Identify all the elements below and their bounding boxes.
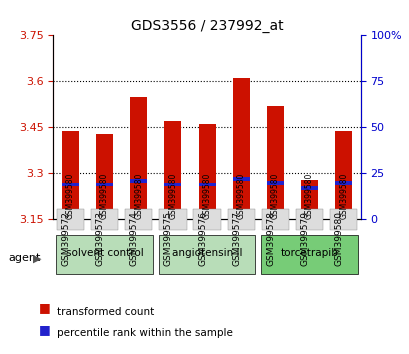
Bar (232, 177, 249, 181)
Text: ■: ■ (39, 323, 51, 336)
Text: GSM399580: GSM399580 (202, 173, 211, 219)
Bar (266, 106, 283, 219)
Bar (266, 181, 283, 184)
Text: torcetrapib: torcetrapib (280, 248, 338, 258)
Text: GSM399580: GSM399580 (270, 173, 279, 219)
Text: percentile rank within the sample: percentile rank within the sample (57, 328, 233, 338)
FancyBboxPatch shape (125, 209, 152, 230)
Text: GSM399580: GSM399580 (134, 173, 143, 219)
Text: GSM399577: GSM399577 (231, 211, 240, 266)
Text: GSM399574: GSM399574 (129, 211, 138, 266)
Bar (62, 131, 79, 219)
FancyBboxPatch shape (193, 209, 220, 230)
FancyBboxPatch shape (159, 235, 254, 274)
Text: GSM399576: GSM399576 (198, 211, 207, 266)
Text: ■: ■ (39, 302, 51, 314)
Bar (300, 186, 317, 190)
Bar (334, 181, 351, 184)
Text: angiotensin II: angiotensin II (171, 248, 242, 258)
Text: GSM399580: GSM399580 (66, 173, 75, 219)
Bar (334, 131, 351, 219)
Text: GSM399580: GSM399580 (236, 173, 245, 219)
Text: GSM399579: GSM399579 (300, 211, 309, 266)
Text: solvent control: solvent control (65, 248, 143, 258)
Bar (198, 183, 215, 186)
Text: GSM399580: GSM399580 (338, 173, 347, 219)
Text: GSM399578: GSM399578 (266, 211, 275, 266)
Bar (232, 78, 249, 219)
Text: agent: agent (8, 253, 40, 263)
Text: GSM399580: GSM399580 (334, 211, 343, 266)
Text: GSM399580: GSM399580 (304, 173, 313, 219)
Bar (96, 183, 113, 186)
FancyBboxPatch shape (91, 209, 118, 230)
Text: ▶: ▶ (33, 253, 41, 263)
Text: GSM399573: GSM399573 (95, 211, 104, 266)
FancyBboxPatch shape (261, 209, 288, 230)
Title: GDS3556 / 237992_at: GDS3556 / 237992_at (130, 19, 283, 33)
Bar (62, 183, 79, 186)
Text: GSM399580: GSM399580 (100, 173, 109, 219)
FancyBboxPatch shape (56, 209, 84, 230)
Text: transformed count: transformed count (57, 307, 154, 316)
FancyBboxPatch shape (56, 235, 152, 274)
Bar (96, 133, 113, 219)
Bar (300, 179, 317, 219)
FancyBboxPatch shape (261, 235, 357, 274)
Text: GSM399572: GSM399572 (61, 211, 70, 266)
Bar (164, 183, 181, 186)
FancyBboxPatch shape (227, 209, 254, 230)
Text: GSM399580: GSM399580 (168, 173, 177, 219)
FancyBboxPatch shape (329, 209, 357, 230)
FancyBboxPatch shape (159, 209, 186, 230)
Bar (198, 124, 215, 219)
Bar (130, 97, 147, 219)
Bar (164, 121, 181, 219)
Bar (130, 179, 147, 183)
FancyBboxPatch shape (295, 209, 322, 230)
Text: GSM399575: GSM399575 (164, 211, 173, 266)
